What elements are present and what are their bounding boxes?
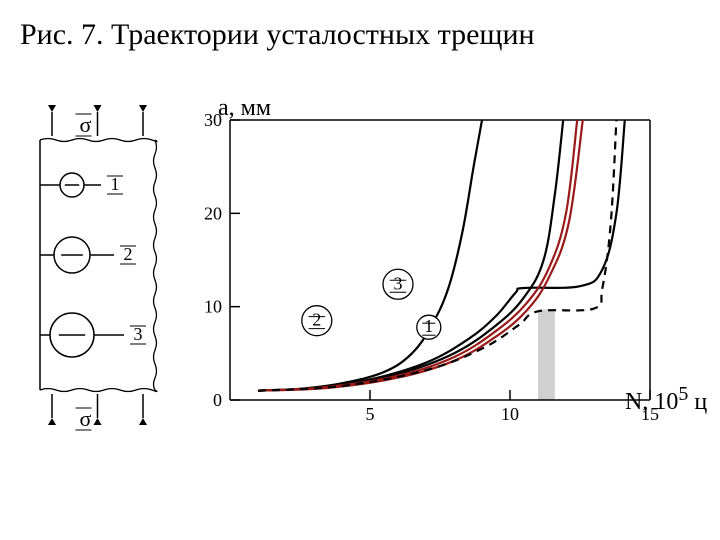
curve-curve1 — [258, 120, 482, 391]
curve-red_outer — [258, 120, 577, 391]
x-tick-label: 5 — [366, 404, 375, 424]
shaded-region — [538, 309, 555, 400]
crack-growth-chart: 0 10 20 30 5 10 15 1 2 3 — [0, 0, 720, 470]
y-tick-label: 10 — [204, 297, 222, 317]
dashed-curve — [258, 120, 616, 391]
x-tick-label: 10 — [501, 404, 519, 424]
curve-red_inner — [258, 120, 583, 391]
y-tick-label: 0 — [213, 390, 222, 410]
curve-label-text: 2 — [312, 310, 321, 330]
curve-label-text: 1 — [424, 316, 433, 336]
curve-curve2 — [258, 120, 625, 391]
x-tick-label: 15 — [641, 404, 659, 424]
curve-label-text: 3 — [394, 273, 403, 293]
curve-curve3 — [258, 120, 563, 391]
y-tick-label: 20 — [204, 203, 222, 223]
y-tick-label: 30 — [204, 110, 222, 130]
